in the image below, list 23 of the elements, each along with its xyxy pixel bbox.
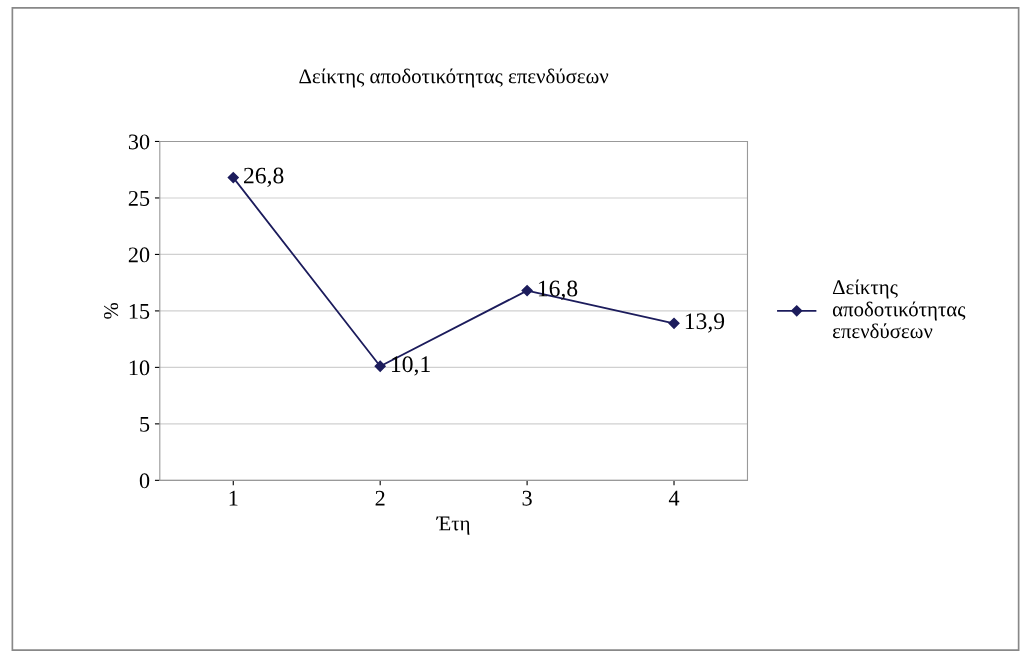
data-label: 10,1 bbox=[391, 356, 430, 376]
y-axis-title: % bbox=[104, 302, 119, 319]
legend-label: Δείκτης αποδοτικότητας επενδύσεων bbox=[832, 279, 966, 339]
chart-title: Δείκτης αποδοτικότητας επενδύσεων bbox=[299, 68, 609, 88]
data-label: 16,8 bbox=[538, 280, 578, 300]
x-tick-label: 3 bbox=[522, 490, 532, 506]
y-tick-label: 10 bbox=[129, 360, 150, 376]
data-label: 26,8 bbox=[244, 167, 284, 187]
x-tick-label: 4 bbox=[668, 490, 680, 506]
point bbox=[227, 172, 239, 184]
point bbox=[521, 284, 533, 297]
x-tick-label: 2 bbox=[375, 490, 385, 506]
y-tick-label: 15 bbox=[129, 303, 150, 319]
x-tick-label: 1 bbox=[229, 490, 238, 506]
data-label: 13,9 bbox=[685, 313, 725, 333]
y-tick-label: 25 bbox=[128, 190, 150, 206]
point bbox=[668, 317, 680, 329]
y-tick-label: 5 bbox=[140, 417, 150, 432]
x-axis-title: Έτη bbox=[436, 516, 470, 535]
point bbox=[374, 360, 386, 372]
y-tick-label: 30 bbox=[128, 134, 150, 150]
y-tick-label: 20 bbox=[128, 247, 150, 263]
y-tick-label: 0 bbox=[139, 473, 150, 489]
